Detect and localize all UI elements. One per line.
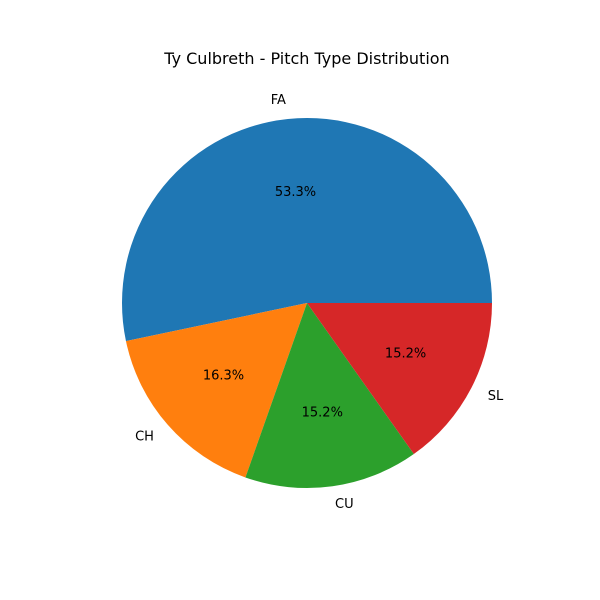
slice-label-fa: FA: [271, 93, 286, 108]
pct-label-ch: 16.3%: [203, 369, 244, 384]
pct-label-cu: 15.2%: [302, 405, 343, 420]
pie-slice-ch: [125, 303, 308, 478]
pie-labels: FA 53.3% CH 16.3% CU 15.2% SL 15.2%: [135, 93, 504, 512]
pct-label-fa: 53.3%: [275, 185, 316, 200]
pct-label-sl: 15.2%: [385, 347, 426, 362]
pie-slices: [121, 117, 493, 488]
slice-label-cu: CU: [335, 497, 354, 512]
pie-slice-sl: [307, 303, 492, 455]
pie-slice-cu: [245, 303, 414, 488]
chart-title: Ty Culbreth - Pitch Type Distribution: [163, 49, 449, 68]
slice-label-sl: SL: [488, 389, 504, 404]
pie-slice-fa: [121, 117, 493, 342]
slice-label-ch: CH: [135, 430, 154, 445]
